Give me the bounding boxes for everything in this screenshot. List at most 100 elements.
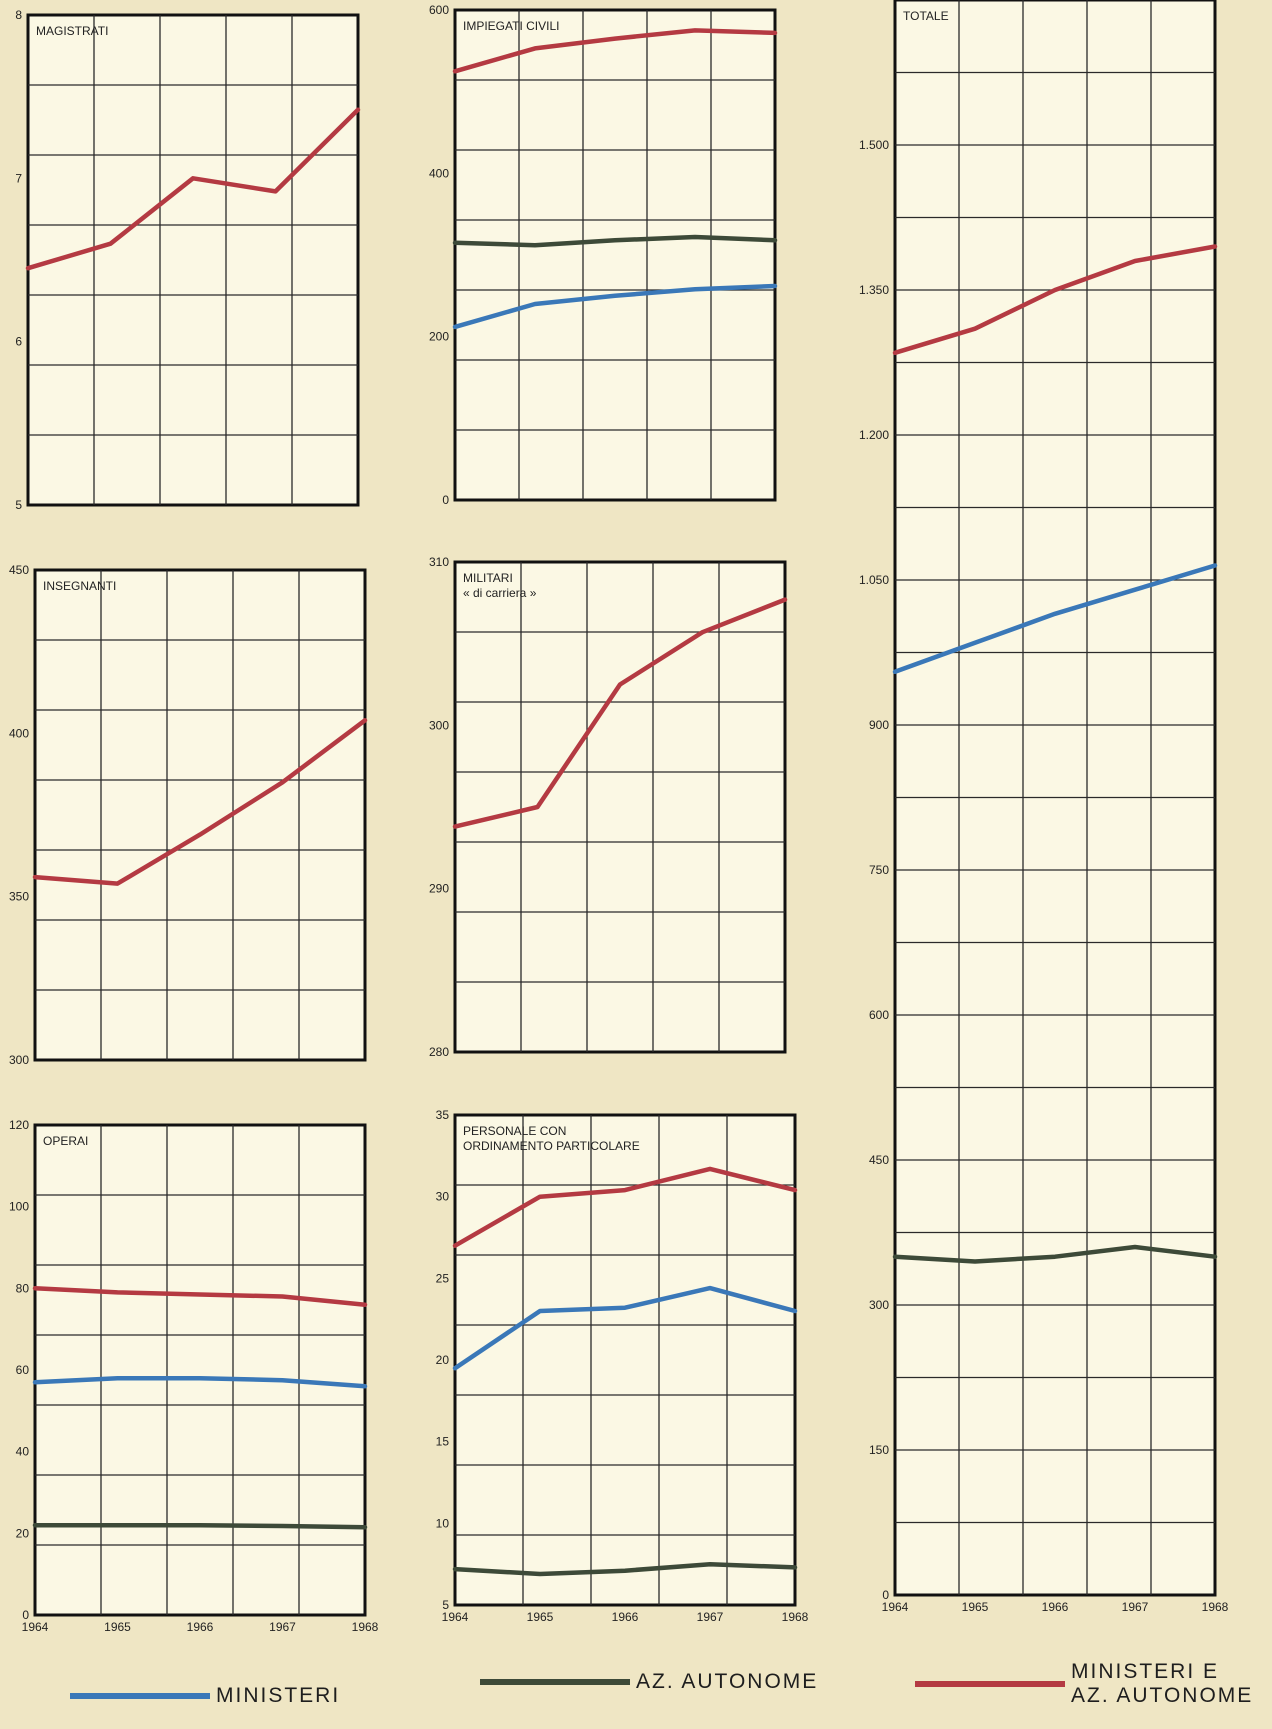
legend: MINISTERI AZ. AUTONOME MINISTERI E AZ. A…	[0, 1660, 1272, 1720]
x-tick-label: 1968	[1202, 1600, 1229, 1614]
data-point-ministeri	[774, 285, 776, 287]
y-tick-label: 600	[869, 1008, 889, 1022]
chart-title: OPERAI	[43, 1134, 88, 1148]
legend-item-ministeri-e-az-autonome: MINISTERI E AZ. AUTONOME	[915, 1660, 1253, 1708]
data-point-ministeri-e-az-autonome	[702, 631, 703, 633]
legend-label-ministeri-e-az-autonome: MINISTERI E AZ. AUTONOME	[1071, 1660, 1254, 1707]
legend-label-ministeri: MINISTERI	[216, 1684, 341, 1707]
data-point-ministeri-e-az-autonome	[784, 599, 786, 601]
x-tick-label: 1966	[187, 1620, 214, 1634]
legend-label-az-autonome: AZ. AUTONOME	[636, 1670, 819, 1693]
data-point-ministeri-e-az-autonome	[454, 70, 456, 72]
data-point-az-autonome	[794, 1566, 796, 1568]
y-tick-label: 0	[882, 1588, 889, 1602]
data-point-ministeri	[694, 288, 696, 290]
data-point-ministeri	[1214, 565, 1216, 566]
legend-swatch-az-autonome	[480, 1679, 630, 1685]
x-tick-label: 1964	[882, 1600, 909, 1614]
y-tick-label: 1.200	[859, 428, 889, 442]
chart-militari: 280 290 300 310 MILITARI« di carriera »	[429, 555, 788, 1059]
data-point-ministeri	[34, 1381, 36, 1383]
data-point-az-autonome	[539, 1573, 541, 1575]
data-point-ministeri-e-az-autonome	[364, 719, 366, 721]
data-point-ministeri-e-az-autonome	[34, 1287, 36, 1289]
data-point-ministeri-e-az-autonome	[192, 177, 194, 179]
data-point-ministeri-e-az-autonome	[974, 328, 976, 330]
y-tick-label: 100	[9, 1200, 29, 1214]
data-point-ministeri-e-az-autonome	[539, 1196, 541, 1198]
data-point-ministeri-e-az-autonome	[774, 32, 776, 34]
data-point-az-autonome	[454, 242, 456, 244]
data-point-ministeri	[117, 1377, 118, 1379]
y-tick-label: 1.350	[859, 283, 889, 297]
chart-panel	[453, 1113, 797, 1607]
data-point-az-autonome	[364, 1526, 366, 1528]
y-tick-label: 280	[429, 1045, 449, 1059]
data-point-ministeri	[454, 1367, 456, 1369]
y-tick-label: 35	[436, 1108, 450, 1122]
y-tick-label: 450	[869, 1153, 889, 1167]
y-tick-label: 80	[16, 1281, 30, 1295]
data-point-ministeri-e-az-autonome	[117, 883, 118, 885]
data-point-az-autonome	[974, 1261, 976, 1262]
chart-title: INSEGNANTI	[43, 579, 116, 593]
y-tick-label: 0	[442, 493, 449, 507]
y-tick-label: 20	[16, 1526, 30, 1540]
y-tick-label: 30	[436, 1190, 450, 1204]
y-tick-label: 400	[9, 726, 29, 740]
y-tick-label: 1.050	[859, 573, 889, 587]
data-point-ministeri	[624, 1307, 626, 1309]
y-tick-label: 40	[16, 1445, 30, 1459]
y-tick-label: 200	[429, 330, 449, 344]
data-point-ministeri-e-az-autonome	[614, 38, 616, 40]
data-point-ministeri-e-az-autonome	[709, 1168, 711, 1170]
chart-title: PERSONALE CON	[463, 1124, 566, 1138]
data-point-ministeri	[894, 671, 896, 673]
data-point-ministeri-e-az-autonome	[619, 684, 621, 685]
chart-title: MILITARI	[463, 571, 513, 585]
data-point-ministeri-e-az-autonome	[199, 834, 201, 836]
data-point-ministeri-e-az-autonome	[1134, 260, 1136, 262]
data-point-az-autonome	[624, 1570, 626, 1572]
y-tick-label: 0	[22, 1608, 29, 1622]
chart-impiegati-civili: 0 200 400 600 IMPIEGATI CIVILI	[429, 3, 778, 507]
chart-panel	[33, 1123, 367, 1617]
data-point-az-autonome	[454, 1568, 456, 1570]
x-tick-label: 1965	[962, 1600, 989, 1614]
data-point-ministeri-e-az-autonome	[199, 1293, 201, 1295]
data-point-az-autonome	[774, 239, 776, 241]
y-tick-label: 1.500	[859, 138, 889, 152]
data-point-az-autonome	[894, 1256, 896, 1258]
legend-item-az-autonome: AZ. AUTONOME	[480, 1670, 818, 1694]
x-tick-label: 1966	[612, 1610, 639, 1624]
x-tick-label: 1967	[269, 1620, 296, 1634]
y-tick-label: 5	[15, 498, 22, 512]
data-point-az-autonome	[34, 1524, 36, 1526]
y-tick-label: 300	[9, 1053, 29, 1067]
legend-swatch-ministeri	[70, 1693, 210, 1699]
chart-panel	[33, 568, 367, 1062]
x-tick-label: 1968	[352, 1620, 379, 1634]
data-point-ministeri-e-az-autonome	[34, 876, 36, 878]
chart-title: « di carriera »	[463, 586, 537, 600]
x-tick-label: 1964	[442, 1610, 469, 1624]
data-point-ministeri	[1054, 613, 1056, 615]
data-point-ministeri	[364, 1385, 366, 1387]
y-tick-label: 310	[429, 555, 449, 569]
data-point-az-autonome	[709, 1563, 711, 1565]
data-point-ministeri	[282, 1379, 283, 1381]
y-tick-label: 7	[15, 171, 22, 185]
data-point-az-autonome	[1134, 1246, 1136, 1248]
y-tick-label: 20	[436, 1353, 450, 1367]
y-tick-label: 450	[9, 563, 29, 577]
data-point-ministeri-e-az-autonome	[1214, 246, 1216, 247]
data-point-az-autonome	[614, 239, 616, 241]
chart-title: TOTALE	[903, 9, 949, 23]
y-tick-label: 60	[16, 1363, 30, 1377]
x-tick-label: 1965	[104, 1620, 131, 1634]
y-tick-label: 350	[9, 890, 29, 904]
y-tick-label: 6	[15, 335, 22, 349]
data-point-ministeri-e-az-autonome	[694, 29, 696, 31]
y-tick-label: 25	[436, 1271, 450, 1285]
